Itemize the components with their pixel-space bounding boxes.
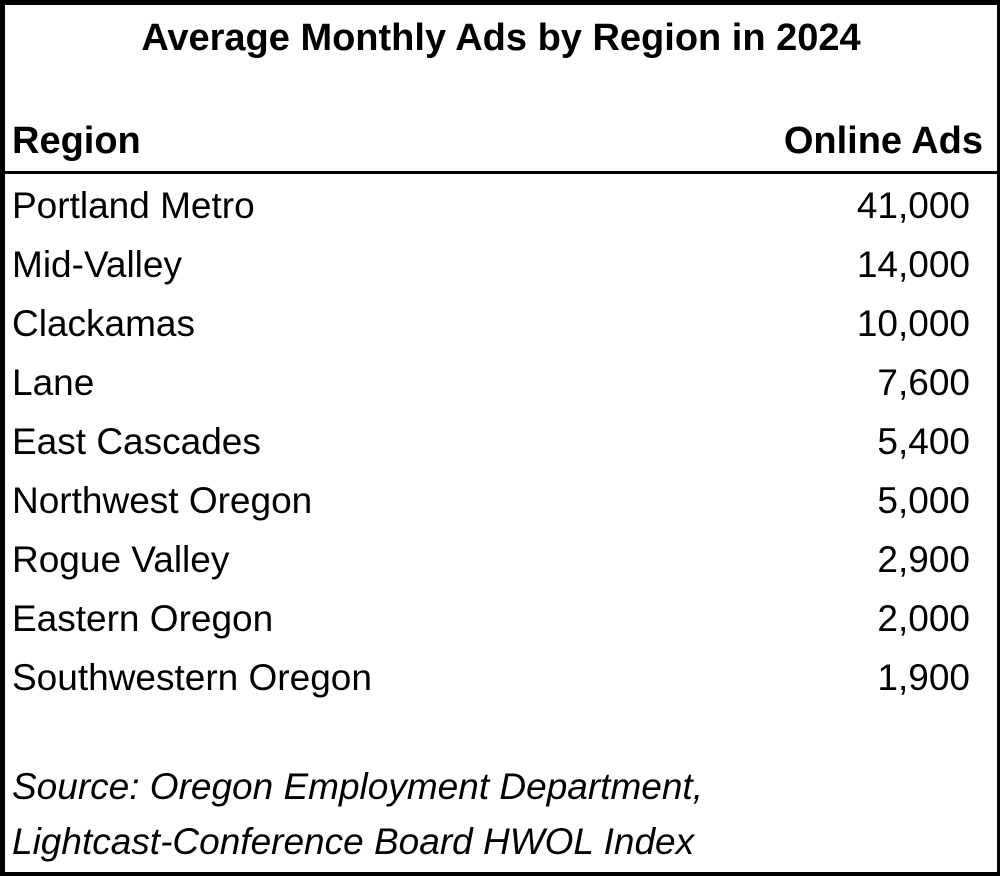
region-cell: Mid-Valley bbox=[12, 243, 182, 285]
online-ads-cell: 2,000 bbox=[877, 597, 970, 639]
table-row: East Cascades 5,400 bbox=[5, 412, 997, 471]
region-cell: Portland Metro bbox=[12, 184, 255, 226]
table-row: Southwestern Oregon 1,900 bbox=[5, 648, 997, 707]
column-header-online-ads: Online Ads bbox=[783, 120, 983, 162]
online-ads-cell: 41,000 bbox=[856, 184, 970, 226]
table-row: Portland Metro 41,000 bbox=[5, 176, 997, 235]
online-ads-cell: 5,400 bbox=[877, 420, 970, 462]
column-header-region: Region bbox=[12, 120, 141, 162]
online-ads-cell: 10,000 bbox=[856, 302, 970, 344]
region-cell: Lane bbox=[12, 361, 95, 403]
table-row: Mid-Valley 14,000 bbox=[5, 235, 997, 294]
table-row: Lane 7,600 bbox=[5, 353, 997, 412]
header-divider-rule bbox=[5, 171, 997, 174]
region-cell: Clackamas bbox=[12, 302, 195, 344]
table-row: Rogue Valley 2,900 bbox=[5, 530, 997, 589]
table-body: Portland Metro 41,000 Mid-Valley 14,000 … bbox=[5, 176, 997, 707]
region-cell: Rogue Valley bbox=[12, 538, 230, 580]
online-ads-cell: 5,000 bbox=[877, 479, 970, 521]
online-ads-cell: 7,600 bbox=[877, 361, 970, 403]
online-ads-cell: 1,900 bbox=[877, 656, 970, 698]
table-header-row: Region Online Ads bbox=[5, 118, 997, 164]
source-caption: Source: Oregon Employment Department, Li… bbox=[5, 759, 997, 869]
table-row: Northwest Oregon 5,000 bbox=[5, 471, 997, 530]
online-ads-cell: 14,000 bbox=[856, 243, 970, 285]
table-row: Clackamas 10,000 bbox=[5, 294, 997, 353]
region-cell: Eastern Oregon bbox=[12, 597, 274, 639]
source-caption-line1: Source: Oregon Employment Department, bbox=[12, 766, 703, 807]
region-cell: Northwest Oregon bbox=[12, 479, 313, 521]
source-caption-line2: Lightcast-Conference Board HWOL Index bbox=[12, 821, 695, 862]
region-cell: Southwestern Oregon bbox=[12, 656, 372, 698]
region-cell: East Cascades bbox=[12, 420, 261, 462]
online-ads-cell: 2,900 bbox=[877, 538, 970, 580]
table-row: Eastern Oregon 2,000 bbox=[5, 589, 997, 648]
figure-title: Average Monthly Ads by Region in 2024 bbox=[141, 17, 861, 59]
